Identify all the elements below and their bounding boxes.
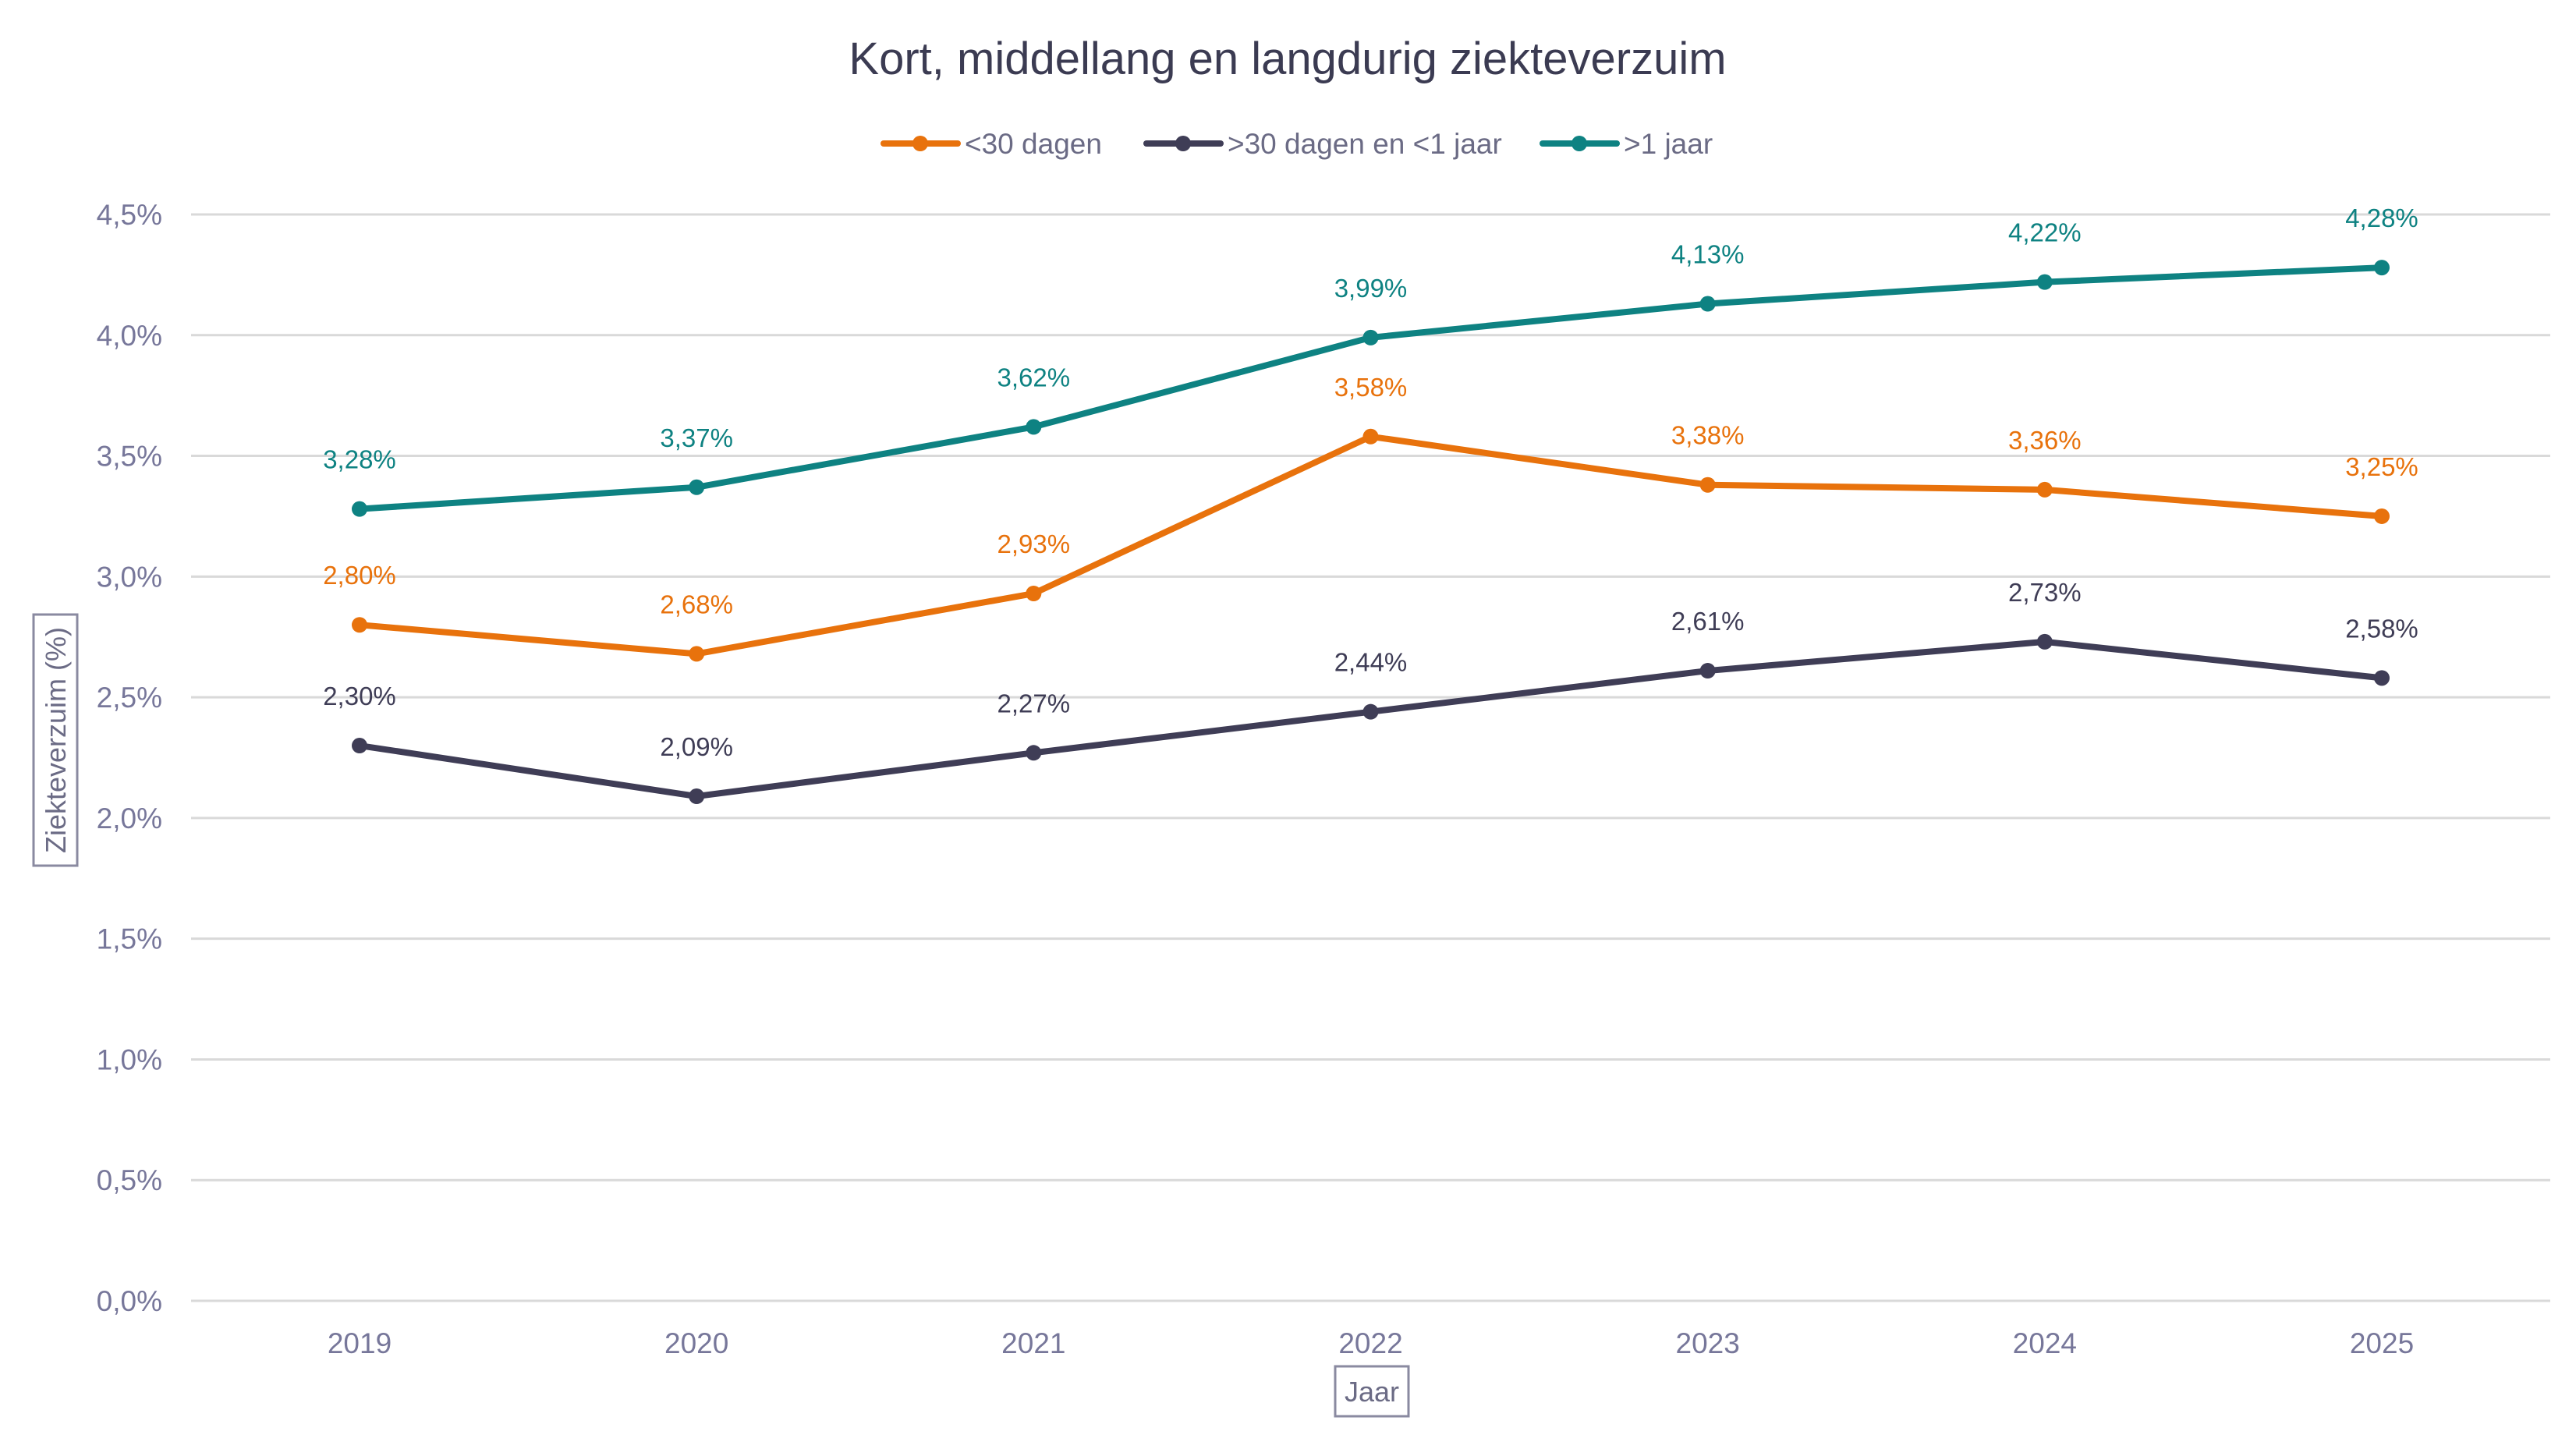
x-tick-label: 2020 (664, 1327, 728, 1359)
y-axis-title-group: Ziekteverzuim (%) (32, 613, 79, 867)
data-label: 3,58% (1334, 373, 1408, 402)
data-point (2374, 670, 2390, 686)
chart-title: Kort, middellang en langdurig ziekteverz… (849, 34, 1726, 84)
data-label: 4,22% (2008, 218, 2082, 247)
data-point (1699, 663, 1716, 679)
data-point (1362, 428, 1379, 445)
data-point (689, 646, 705, 662)
data-point (1362, 703, 1379, 720)
series-line (356, 433, 2385, 657)
data-point (1026, 745, 1042, 761)
data-point (2036, 274, 2053, 290)
data-point (1026, 419, 1042, 435)
x-tick-label: 2024 (2013, 1327, 2077, 1359)
y-axis-ticks: 0,0% 0,5% 1,0% 1,5% 2,0% 2,5% 3,0% 3,5% 4,0% 4,5% (97, 199, 162, 1317)
data-label: 3,37% (660, 423, 733, 452)
legend-marker (912, 136, 928, 151)
x-tick-label: 2021 (1001, 1327, 1065, 1359)
data-point (352, 617, 367, 633)
x-tick-label: 2022 (1338, 1327, 1402, 1359)
data-label: 2,27% (997, 689, 1071, 717)
data-label: 2,80% (323, 561, 396, 590)
x-tick-label: 2025 (2350, 1327, 2414, 1359)
y-tick-label: 2,5% (97, 682, 162, 714)
data-point (352, 501, 367, 517)
data-label: 2,61% (1671, 607, 1745, 636)
data-label: 3,62% (997, 363, 1071, 391)
y-tick-label: 0,0% (97, 1285, 162, 1317)
data-label: 2,44% (1334, 648, 1408, 677)
x-axis-ticks: 2019 2020 2021 2022 2023 2024 2025 (328, 1327, 2414, 1359)
data-label: 3,28% (323, 445, 396, 474)
data-point (1362, 329, 1379, 345)
data-point (2036, 481, 2053, 498)
data-label: 2,58% (2345, 614, 2418, 643)
data-label: 4,13% (1671, 240, 1745, 269)
data-label: 3,38% (1671, 421, 1745, 450)
y-axis-title: Ziekteverzuim (%) (40, 627, 72, 853)
legend-label: >30 dagen en <1 jaar (1228, 128, 1502, 160)
data-point (689, 479, 705, 495)
data-point (2374, 508, 2390, 524)
y-tick-label: 3,5% (97, 441, 162, 473)
data-label: 2,30% (323, 682, 396, 710)
data-point (2374, 260, 2390, 276)
y-tick-label: 1,5% (97, 923, 162, 955)
series-points (352, 260, 2390, 805)
data-label: 2,93% (997, 530, 1071, 558)
legend-label: <30 dagen (965, 128, 1102, 160)
y-tick-label: 4,0% (97, 320, 162, 352)
y-tick-label: 2,0% (97, 802, 162, 834)
data-label: 3,36% (2008, 426, 2082, 455)
y-tick-label: 3,0% (97, 561, 162, 593)
y-tick-label: 0,5% (97, 1164, 162, 1196)
data-label: 2,73% (2008, 578, 2082, 607)
x-tick-label: 2019 (328, 1327, 392, 1359)
data-label: 2,68% (660, 590, 733, 618)
data-point (1699, 296, 1716, 312)
data-point (352, 738, 367, 754)
y-axis-title-box (32, 613, 79, 867)
gridlines (191, 213, 2550, 1302)
y-tick-label: 1,0% (97, 1043, 162, 1075)
x-tick-label: 2023 (1676, 1327, 1740, 1359)
data-labels: 2,80% 2,68% 2,93% 3,58% 3,38% 3,36% 3,25% 2,30%… (323, 204, 2418, 761)
data-label: 2,09% (660, 732, 733, 761)
data-label: 3,99% (1334, 274, 1408, 303)
y-tick-label: 4,5% (97, 199, 162, 231)
data-point (1026, 586, 1042, 602)
data-point (2036, 633, 2053, 650)
x-axis-title-box (1334, 1365, 1410, 1418)
legend: <30 dagen >30 dagen en <1 jaar >1 jaar (881, 128, 1713, 160)
data-label: 3,25% (2345, 452, 2418, 481)
x-axis-title-group: Jaar (1334, 1365, 1410, 1418)
legend-marker (1571, 136, 1587, 151)
x-axis-title: Jaar (1345, 1376, 1399, 1408)
legend-label: >1 jaar (1624, 128, 1713, 160)
data-point (689, 788, 705, 805)
legend-marker (1175, 136, 1191, 151)
data-label: 4,28% (2345, 204, 2418, 232)
data-point (1699, 477, 1716, 493)
